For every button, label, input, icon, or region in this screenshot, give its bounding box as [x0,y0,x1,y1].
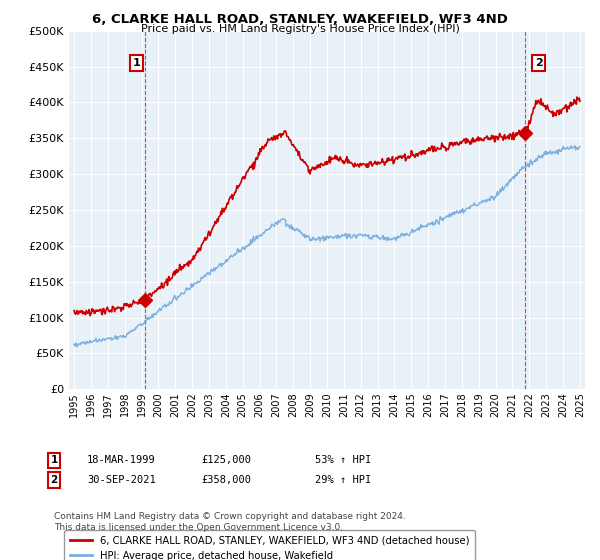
Text: 18-MAR-1999: 18-MAR-1999 [87,455,156,465]
Text: 2: 2 [50,475,58,485]
Text: 2: 2 [535,58,542,68]
Text: 1: 1 [50,455,58,465]
Text: 1: 1 [133,58,140,68]
Text: Price paid vs. HM Land Registry's House Price Index (HPI): Price paid vs. HM Land Registry's House … [140,24,460,34]
Text: 6, CLARKE HALL ROAD, STANLEY, WAKEFIELD, WF3 4ND: 6, CLARKE HALL ROAD, STANLEY, WAKEFIELD,… [92,13,508,26]
Text: £358,000: £358,000 [201,475,251,485]
Text: 53% ↑ HPI: 53% ↑ HPI [315,455,371,465]
Legend: 6, CLARKE HALL ROAD, STANLEY, WAKEFIELD, WF3 4ND (detached house), HPI: Average : 6, CLARKE HALL ROAD, STANLEY, WAKEFIELD,… [64,530,475,560]
Text: Contains HM Land Registry data © Crown copyright and database right 2024.
This d: Contains HM Land Registry data © Crown c… [54,512,406,532]
Text: £125,000: £125,000 [201,455,251,465]
Text: 30-SEP-2021: 30-SEP-2021 [87,475,156,485]
Text: 29% ↑ HPI: 29% ↑ HPI [315,475,371,485]
